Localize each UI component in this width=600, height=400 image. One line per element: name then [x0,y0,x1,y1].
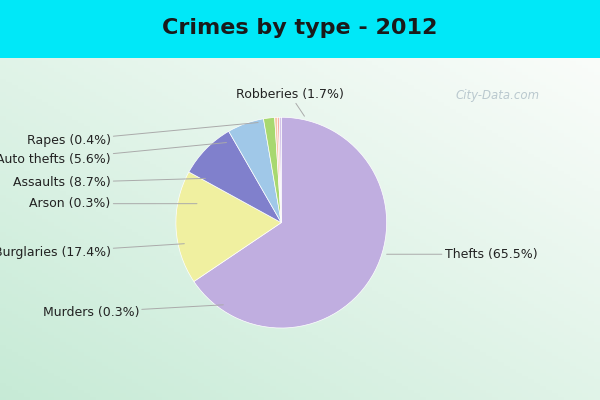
Wedge shape [176,172,281,282]
Text: Auto thefts (5.6%): Auto thefts (5.6%) [0,142,226,166]
Text: Burglaries (17.4%): Burglaries (17.4%) [0,244,184,259]
Wedge shape [277,117,281,223]
Wedge shape [229,119,281,223]
Text: Robberies (1.7%): Robberies (1.7%) [236,88,344,116]
Wedge shape [194,117,386,328]
Text: City-Data.com: City-Data.com [456,90,540,102]
Wedge shape [279,117,281,223]
Wedge shape [263,118,281,223]
Text: Crimes by type - 2012: Crimes by type - 2012 [163,18,437,38]
Wedge shape [275,117,281,223]
Text: Rapes (0.4%): Rapes (0.4%) [26,122,258,147]
Text: Arson (0.3%): Arson (0.3%) [29,197,197,210]
Text: Murders (0.3%): Murders (0.3%) [43,305,223,319]
Text: Thefts (65.5%): Thefts (65.5%) [386,248,537,261]
Text: Assaults (8.7%): Assaults (8.7%) [13,176,205,189]
Wedge shape [189,131,281,223]
